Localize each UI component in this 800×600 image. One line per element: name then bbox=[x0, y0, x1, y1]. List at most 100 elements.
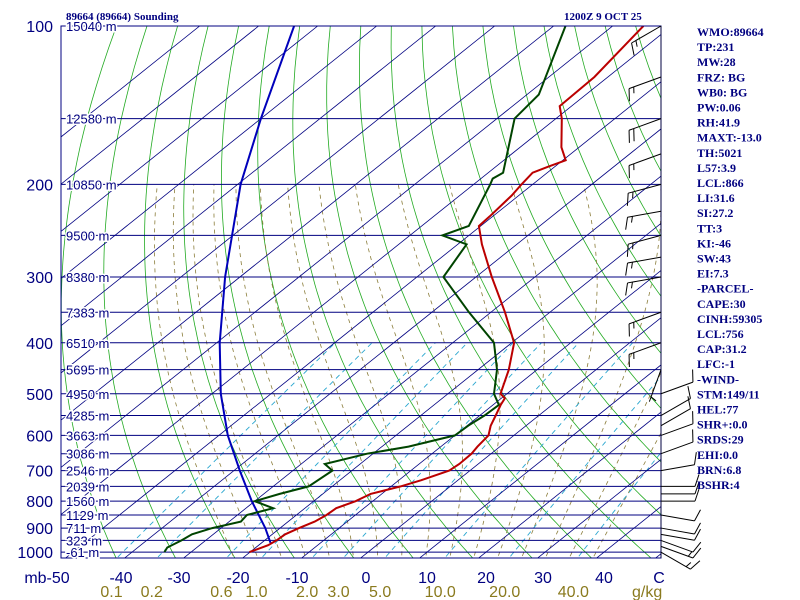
pressure-label-900: 900 bbox=[26, 521, 53, 538]
dry-adiabat bbox=[482, 26, 661, 409]
wind-barb-300 bbox=[625, 276, 662, 296]
index-21: CAP:31.2 bbox=[697, 342, 747, 356]
index-20: LCL:756 bbox=[697, 327, 744, 341]
station-title: 89664 (89664) Sounding bbox=[66, 11, 179, 23]
height-label-400: 6510 m bbox=[66, 336, 109, 351]
wind-barb-925 bbox=[660, 528, 701, 541]
barb-shaft bbox=[660, 551, 691, 570]
wind-barb-700 bbox=[660, 452, 697, 472]
index-30: BSHR:4 bbox=[697, 478, 740, 492]
isotherm bbox=[478, 411, 661, 558]
barb-shaft bbox=[660, 464, 695, 472]
wind-barb-650 bbox=[660, 429, 694, 455]
height-label-650: 3086 m bbox=[66, 447, 109, 462]
time-title: 1200Z 9 OCT 25 bbox=[564, 11, 642, 23]
isotherm bbox=[419, 364, 661, 558]
mixing-ratio-label: 5.0 bbox=[369, 584, 391, 600]
wind-barb-1000 bbox=[660, 551, 701, 570]
temperature-label: -20 bbox=[226, 570, 249, 587]
wind-barb-400 bbox=[628, 342, 662, 368]
moist-adiabat bbox=[544, 184, 661, 558]
isotherm bbox=[65, 81, 661, 558]
wind-barb-600 bbox=[660, 411, 694, 436]
isobars bbox=[61, 25, 661, 553]
moist-adiabat bbox=[235, 184, 330, 558]
wind-barb-150 bbox=[628, 118, 662, 143]
mixing-ratio-label: 40.0 bbox=[558, 584, 589, 600]
dry-adiabat bbox=[358, 26, 593, 558]
height-label-700: 2546 m bbox=[66, 464, 109, 479]
wind-barb-450 bbox=[648, 369, 662, 402]
index-14: KI:-46 bbox=[697, 236, 731, 250]
profiles bbox=[163, 26, 645, 554]
isotherm bbox=[360, 317, 661, 558]
temperature-label: -10 bbox=[285, 570, 308, 587]
barb-flag bbox=[694, 528, 701, 541]
mixing-ratio-line bbox=[508, 375, 661, 558]
index-2: MW:28 bbox=[697, 55, 736, 69]
index-23: -WIND- bbox=[697, 372, 739, 386]
dry-adiabat bbox=[183, 26, 295, 558]
dry-adiabat bbox=[103, 26, 176, 558]
pressure-labels: 100 200 300 400 500 600 700 800 900 1000 bbox=[17, 19, 53, 562]
height-label-250: 9500 m bbox=[66, 228, 109, 243]
index-10: LCL:866 bbox=[697, 176, 744, 190]
isotherm bbox=[242, 222, 661, 558]
barb-half-flag bbox=[687, 551, 693, 557]
wind-barb-500 bbox=[660, 369, 694, 395]
wind-barb-175 bbox=[628, 153, 662, 179]
temperature-label: 10 bbox=[418, 570, 436, 587]
dry-adiabat bbox=[326, 26, 533, 558]
index-4: WB0: BG bbox=[697, 85, 747, 99]
isotherm bbox=[61, 26, 436, 327]
index-17: -PARCEL- bbox=[697, 282, 753, 296]
isotherm bbox=[301, 270, 661, 558]
height-label-350: 7383 m bbox=[66, 305, 109, 320]
barb-shaft bbox=[627, 210, 662, 218]
barb-flag bbox=[626, 193, 629, 206]
wind-barb-550 bbox=[660, 386, 691, 416]
isotherm bbox=[537, 458, 661, 558]
index-28: EHI:0.0 bbox=[697, 448, 738, 462]
barb-half-flag bbox=[685, 562, 692, 568]
index-6: RH:41.9 bbox=[697, 116, 740, 130]
index-11: LI:31.6 bbox=[697, 191, 735, 205]
dry-adiabat bbox=[292, 26, 474, 558]
height-labels: 15040 m 12580 m 10850 m 9500 m 8380 m 7383 m 6… bbox=[65, 18, 119, 562]
pressure-label-200: 200 bbox=[26, 177, 53, 194]
index-26: SHR+:0.0 bbox=[697, 418, 748, 432]
barb-shaft bbox=[628, 153, 662, 166]
barb-shaft bbox=[628, 118, 662, 131]
temperature-trace bbox=[249, 26, 645, 554]
moist-adiabat bbox=[497, 184, 545, 558]
mixing-ratio-line bbox=[156, 342, 373, 558]
moist-adiabat bbox=[318, 184, 403, 558]
moist-adiabat bbox=[172, 184, 259, 558]
mixing-ratio-label: 0.2 bbox=[141, 584, 163, 600]
barb-flag bbox=[690, 560, 701, 570]
temperature-label: -30 bbox=[167, 570, 190, 587]
mixing-ratio-line bbox=[444, 342, 633, 558]
mixing-ratio-line bbox=[260, 342, 468, 558]
barb-shaft bbox=[660, 514, 695, 522]
barb-shaft bbox=[660, 533, 695, 541]
barb-shaft bbox=[660, 398, 691, 416]
moist-adiabat bbox=[287, 184, 378, 558]
barb-shaft bbox=[660, 545, 694, 559]
dewpoint-trace bbox=[163, 26, 567, 553]
wind-barb-250 bbox=[626, 234, 662, 257]
index-1: TP:231 bbox=[697, 40, 734, 54]
pressure-label-700: 700 bbox=[26, 464, 53, 481]
barb-flag bbox=[687, 386, 691, 399]
height-label-550: 4285 m bbox=[66, 409, 109, 424]
barb-flag bbox=[692, 547, 702, 559]
barb-flag bbox=[694, 488, 700, 502]
wind-barb-750 bbox=[661, 474, 700, 487]
temperature-labels: mb-50 -40 -30 -20 -10 0 10 20 30 40 C bbox=[24, 570, 664, 587]
index-9: L57:3.9 bbox=[697, 161, 736, 175]
temperature-label: -40 bbox=[109, 570, 132, 587]
wind-barb-975 bbox=[660, 545, 702, 559]
pressure-label-800: 800 bbox=[26, 494, 53, 511]
